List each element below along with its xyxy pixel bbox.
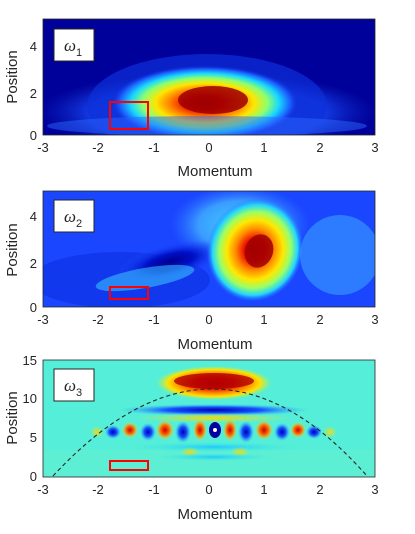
panel-2-y-ticks: 0 2 4 bbox=[30, 209, 37, 315]
panel-3-heatmap bbox=[43, 360, 375, 477]
panel-3-xtick: -1 bbox=[148, 482, 160, 497]
panel-3-ytick: 10 bbox=[23, 391, 37, 406]
panel-2-xtick: -1 bbox=[148, 312, 160, 327]
panel-1-y-ticks: 0 2 4 bbox=[30, 39, 37, 143]
panel-2-highlight-box bbox=[109, 286, 149, 300]
panel-3-xtick: -3 bbox=[37, 482, 49, 497]
panel-1-highlight-box bbox=[109, 101, 149, 130]
panel-3-label-subscript: 3 bbox=[76, 387, 82, 399]
panel-2-heatmap bbox=[43, 191, 375, 307]
panel-1-ytick: 0 bbox=[30, 128, 37, 143]
panel-2-xtick: -2 bbox=[92, 312, 104, 327]
panel-1-heatmap bbox=[43, 19, 375, 135]
panel-1-xtick: -1 bbox=[148, 140, 160, 155]
panel-2-ytick: 4 bbox=[30, 209, 37, 224]
panel-3-label-symbol: ω bbox=[64, 376, 76, 395]
panel-2-xtick: -3 bbox=[37, 312, 49, 327]
panel-2-label-symbol: ω bbox=[64, 207, 76, 226]
panel-3-xtick: -2 bbox=[92, 482, 104, 497]
panel-3: ω 3 -3 -2 -1 0 1 2 3 0 5 10 15 Momentum … bbox=[4, 353, 379, 523]
panel-3-dashed-curve bbox=[52, 388, 368, 477]
panel-3-xtick: 1 bbox=[260, 482, 267, 497]
panel-3-plot-frame bbox=[42, 359, 376, 478]
panel-1-y-axis-label: Position bbox=[4, 50, 21, 103]
panel-3-fringes bbox=[90, 404, 337, 461]
panel-3-highlight-box bbox=[109, 460, 149, 471]
panel-1-xtick: 2 bbox=[316, 140, 323, 155]
panel-1-xtick: -2 bbox=[92, 140, 104, 155]
panel-1-xtick: 0 bbox=[205, 140, 212, 155]
panel-3-x-ticks: -3 -2 -1 0 1 2 3 bbox=[37, 482, 378, 497]
panel-2-x-ticks: -3 -2 -1 0 1 2 3 bbox=[37, 312, 378, 327]
panel-2-label-box: ω 2 bbox=[53, 199, 95, 233]
panel-2-xtick: 1 bbox=[260, 312, 267, 327]
panel-2-xtick: 0 bbox=[205, 312, 212, 327]
panel-1: ω 1 -3 -2 -1 0 1 2 3 0 2 4 Momentum Posi… bbox=[4, 18, 379, 180]
panel-1-xtick: -3 bbox=[37, 140, 49, 155]
panel-2-x-axis-label: Momentum bbox=[177, 336, 252, 353]
panel-1-xtick: 3 bbox=[371, 140, 378, 155]
panel-3-y-axis-label: Position bbox=[4, 391, 21, 444]
panel-1-x-axis-label: Momentum bbox=[177, 163, 252, 180]
panel-3-xtick: 3 bbox=[371, 482, 378, 497]
panel-1-ytick: 4 bbox=[30, 39, 37, 54]
panel-3-ytick: 15 bbox=[23, 353, 37, 368]
panel-3-xtick: 0 bbox=[205, 482, 212, 497]
panel-3-x-axis-label: Momentum bbox=[177, 506, 252, 523]
panel-1-label-subscript: 1 bbox=[76, 47, 82, 59]
panel-2: ω 2 -3 -2 -1 0 1 2 3 0 2 4 Momentum Posi… bbox=[4, 190, 379, 353]
panel-2-plot-frame bbox=[42, 190, 376, 308]
panel-2-ytick: 0 bbox=[30, 300, 37, 315]
panel-3-y-ticks: 0 5 10 15 bbox=[23, 353, 37, 484]
panel-1-x-ticks: -3 -2 -1 0 1 2 3 bbox=[37, 140, 378, 155]
panel-3-ytick: 0 bbox=[30, 469, 37, 484]
panel-2-y-axis-label: Position bbox=[4, 223, 21, 276]
panel-2-xtick: 3 bbox=[371, 312, 378, 327]
panel-2-ytick: 2 bbox=[30, 256, 37, 271]
panel-1-plot-frame bbox=[42, 18, 376, 136]
panel-3-ytick: 5 bbox=[30, 430, 37, 445]
panel-2-xtick: 2 bbox=[316, 312, 323, 327]
panel-1-label-symbol: ω bbox=[64, 36, 76, 55]
panel-3-xtick: 2 bbox=[316, 482, 323, 497]
panel-2-label-subscript: 2 bbox=[76, 218, 82, 230]
panel-1-label-box: ω 1 bbox=[53, 28, 95, 62]
panel-1-ytick: 2 bbox=[30, 86, 37, 101]
panel-1-xtick: 1 bbox=[260, 140, 267, 155]
panel-3-label-box: ω 3 bbox=[53, 368, 95, 402]
